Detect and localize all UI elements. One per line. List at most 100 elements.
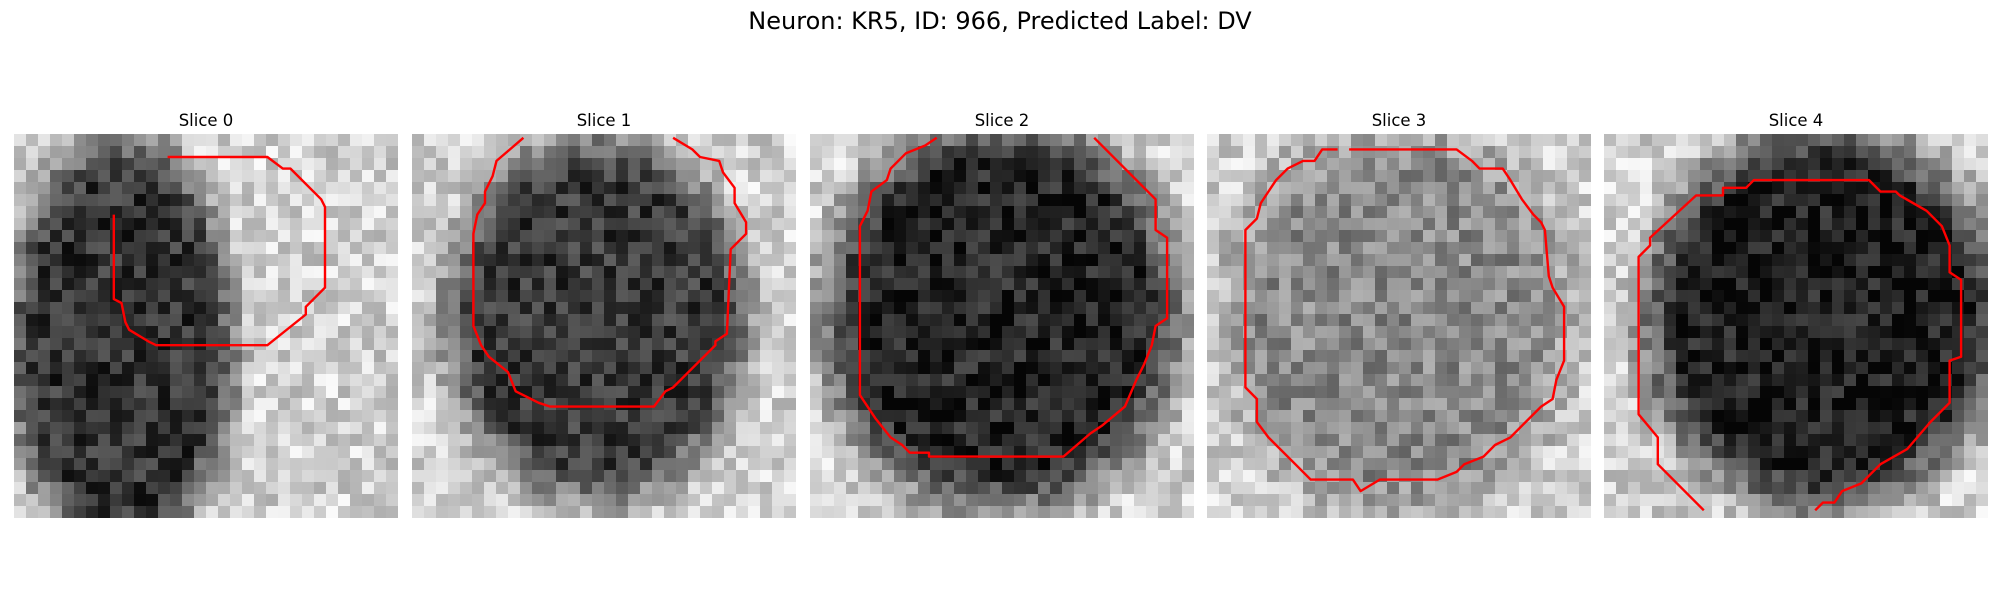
slice-pixel (1904, 326, 1917, 339)
slice-pixel (1050, 230, 1063, 243)
slice-pixel (1038, 242, 1051, 255)
slice-pixel (110, 254, 123, 267)
slice-pixel (362, 218, 375, 231)
slice-pixel (1736, 278, 1749, 291)
slice-pixel (338, 506, 351, 518)
slice-pixel (86, 386, 99, 399)
slice-pixel (1531, 458, 1544, 471)
slice-pixel (1014, 266, 1027, 279)
slice-pixel (676, 338, 689, 351)
slice-pixel (302, 458, 315, 471)
slice-pixel (942, 398, 955, 411)
slice-pixel (688, 410, 701, 423)
slice-pixel (1784, 386, 1797, 399)
slice-pixel (1038, 470, 1051, 483)
slice-pixel (858, 314, 871, 327)
slice-pixel (62, 410, 75, 423)
slice-pixel (158, 170, 171, 183)
slice-pixel (134, 386, 147, 399)
slice-pixel (1050, 506, 1063, 518)
slice-pixel (580, 230, 593, 243)
slice-pixel (1796, 206, 1809, 219)
slice-pixel (942, 446, 955, 459)
slice-pixel (386, 386, 398, 399)
slice-pixel (1411, 218, 1424, 231)
slice-pixel (676, 398, 689, 411)
slice-pixel (532, 362, 545, 375)
slice-pixel (1086, 362, 1099, 375)
slice-pixel (1134, 458, 1147, 471)
slice-pixel (1279, 494, 1292, 507)
slice-pixel (906, 326, 919, 339)
slice-pixel (556, 458, 569, 471)
slice-pixel (1868, 146, 1881, 159)
slice-pixel (1700, 242, 1713, 255)
slice-pixel (242, 266, 255, 279)
slice-pixel (1700, 350, 1713, 363)
slice-pixel (1399, 482, 1412, 495)
slice-pixel (314, 290, 327, 303)
slice-pixel (1519, 326, 1532, 339)
slice-pixel (242, 170, 255, 183)
slice-pixel (882, 446, 895, 459)
slice-pixel (1976, 158, 1988, 171)
slice-pixel (448, 146, 461, 159)
slice-pixel (472, 146, 485, 159)
slice-pixel (604, 398, 617, 411)
slice-pixel (290, 362, 303, 375)
slice-pixel (436, 482, 449, 495)
slice-pixel (664, 134, 677, 147)
slice-pixel (846, 254, 859, 267)
slice-pixel (1303, 494, 1316, 507)
slice-pixel (1110, 134, 1123, 147)
slice-pixel (604, 230, 617, 243)
slice-pixel (1002, 494, 1015, 507)
slice-pixel (894, 134, 907, 147)
slice-pixel (1676, 254, 1689, 267)
slice-pixel (242, 290, 255, 303)
slice-pixel (1291, 338, 1304, 351)
slice-pixel (1784, 242, 1797, 255)
slice-pixel (846, 158, 859, 171)
slice-pixel (278, 410, 291, 423)
slice-pixel (930, 146, 943, 159)
slice-pixel (1231, 386, 1244, 399)
slice-pixel (1435, 302, 1448, 315)
slice-pixel (290, 278, 303, 291)
slice-pixel (508, 422, 521, 435)
slice-pixel (1808, 290, 1821, 303)
slice-pixel (1086, 374, 1099, 387)
slice-pixel (592, 338, 605, 351)
slice-pixel (1579, 266, 1591, 279)
slice-pixel (122, 434, 135, 447)
slice-pixel (1928, 266, 1941, 279)
slice-pixel (1074, 134, 1087, 147)
slice-pixel (918, 146, 931, 159)
slice-pixel (918, 242, 931, 255)
slice-pixel (266, 266, 279, 279)
slice-pixel (1567, 494, 1580, 507)
slice-pixel (616, 338, 629, 351)
slice-pixel (1664, 278, 1677, 291)
slice-pixel (1279, 362, 1292, 375)
slice-pixel (520, 242, 533, 255)
slice-pixel (1724, 194, 1737, 207)
slice-pixel (1483, 338, 1496, 351)
slice-pixel (894, 506, 907, 518)
slice-pixel (14, 278, 27, 291)
slice-pixel (568, 314, 581, 327)
slice-pixel (38, 182, 51, 195)
slice-pixel (568, 302, 581, 315)
slice-pixel (62, 290, 75, 303)
slice-pixel (1098, 482, 1111, 495)
slice-pixel (1808, 206, 1821, 219)
slice-pixel (580, 314, 593, 327)
slice-pixel (748, 230, 761, 243)
slice-pixel (882, 254, 895, 267)
slice-pixel (484, 302, 497, 315)
slice-pixel (1808, 218, 1821, 231)
slice-pixel (1303, 278, 1316, 291)
slice-pixel (1170, 446, 1183, 459)
slice-pixel (760, 194, 773, 207)
slice-pixel (1002, 506, 1015, 518)
